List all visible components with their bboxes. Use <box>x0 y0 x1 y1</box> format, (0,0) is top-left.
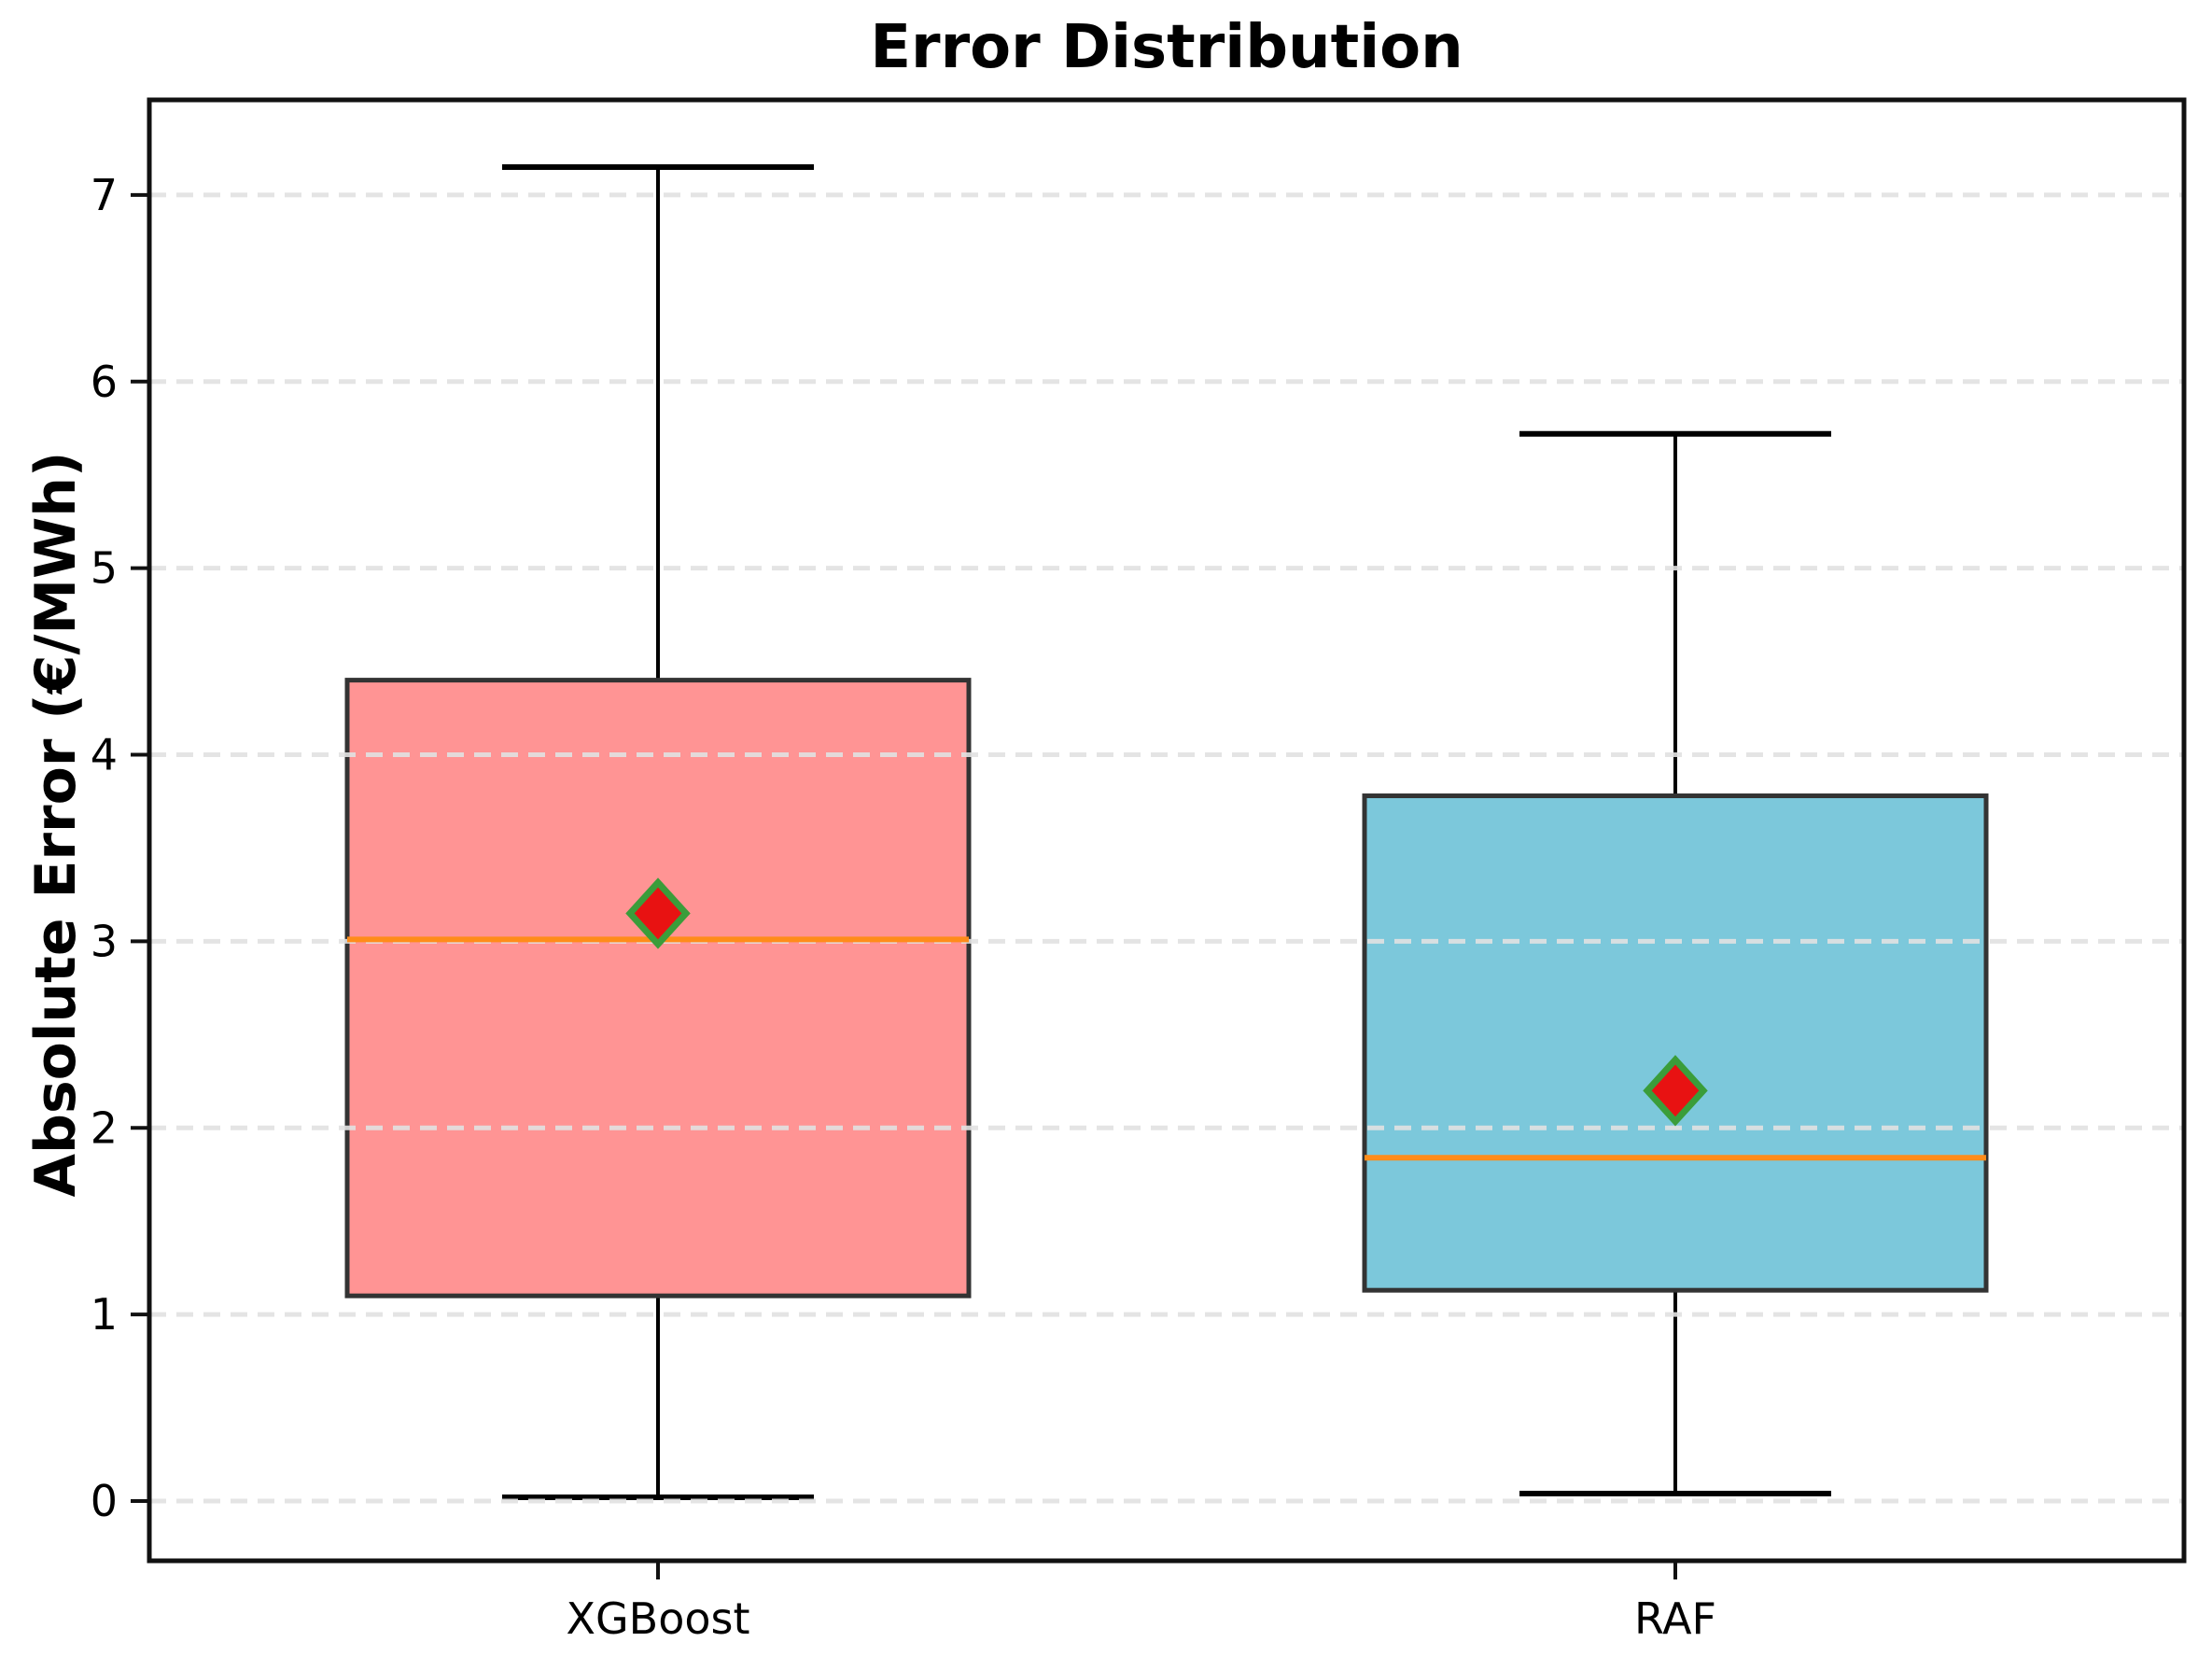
plot-frame <box>147 97 2187 1564</box>
y-tick-label: 6 <box>91 357 118 407</box>
box-rect-raf <box>1362 793 1989 1293</box>
y-tick-label: 0 <box>91 1476 118 1526</box>
y-tick-label: 3 <box>91 916 118 966</box>
y-tick-label: 1 <box>91 1289 118 1340</box>
category-label-raf: RAF <box>1634 1593 1716 1644</box>
category-label-xgboost: XGBoost <box>566 1593 749 1644</box>
y-tick-label: 7 <box>91 170 118 220</box>
y-tick-label: 4 <box>91 730 118 780</box>
mean-diamond-raf <box>1643 1055 1708 1127</box>
box-rect-xgboost <box>344 678 972 1298</box>
mean-diamond-xgboost <box>625 877 691 949</box>
y-tick-label: 5 <box>91 543 118 594</box>
chart-title: Error Distribution <box>870 13 1463 82</box>
y-tick-label: 2 <box>91 1102 118 1153</box>
